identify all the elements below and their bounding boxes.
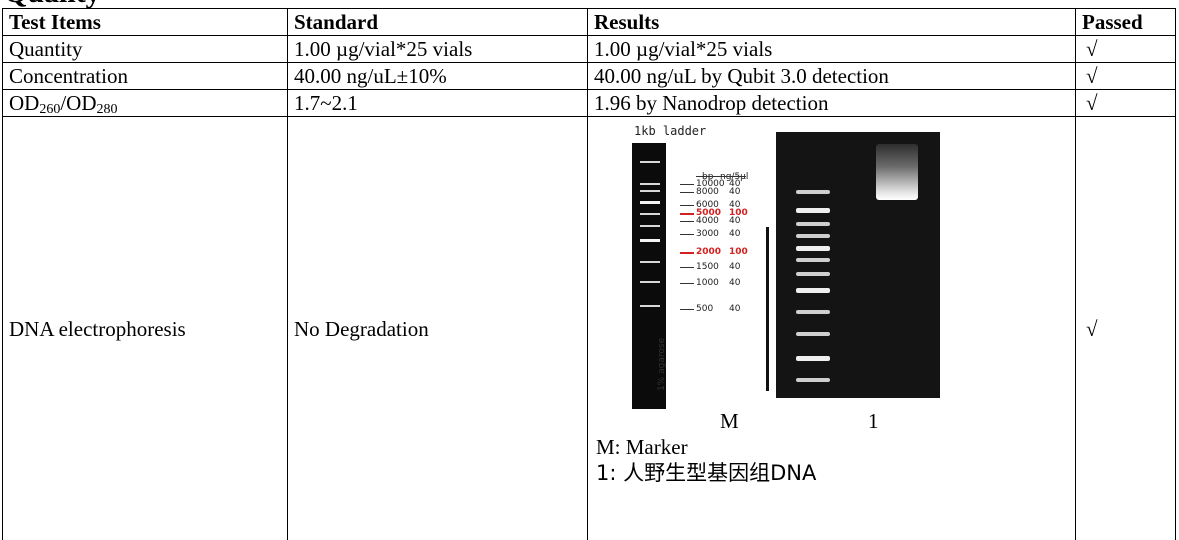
ladder-tick <box>680 213 694 215</box>
passed-check: √ <box>1076 117 1176 540</box>
ladder-bp-label: 3000 <box>696 229 719 239</box>
item-cell: OD260/OD280 <box>3 90 288 117</box>
ladder-band <box>640 183 660 185</box>
marker-lane-band <box>796 378 830 382</box>
table-row-quantity: Quantity 1.00 µg/vial*25 vials 1.00 µg/v… <box>3 36 1176 63</box>
header-results: Results <box>588 9 1076 36</box>
ladder-band <box>640 261 660 263</box>
standard-cell: 1.7~2.1 <box>288 90 588 117</box>
ladder-bp-label: 500 <box>696 304 713 314</box>
section-heading-fragment: Quality <box>4 0 101 8</box>
sample-gel-image <box>776 132 940 398</box>
marker-lane-band <box>796 246 830 251</box>
item-cell: Concentration <box>3 63 288 90</box>
ladder-tick <box>680 192 694 193</box>
ladder-ng-label: 40 <box>729 304 740 314</box>
marker-lane-band <box>796 234 830 238</box>
ladder-header-line <box>696 176 746 177</box>
marker-lane-band <box>796 332 830 336</box>
ladder-band <box>640 305 660 307</box>
ladder-ng-label: 40 <box>729 262 740 272</box>
table-header-row: Test Items Standard Results Passed <box>3 9 1176 36</box>
ladder-tick <box>680 252 694 254</box>
ladder-ng-label: 100 <box>729 247 748 257</box>
ladder-bp-label: 1500 <box>696 262 719 272</box>
standard-cell: 1.00 µg/vial*25 vials <box>288 36 588 63</box>
marker-lane-band <box>796 288 830 293</box>
ladder-band <box>640 190 660 192</box>
ladder-bp-label: 8000 <box>696 187 719 197</box>
result-cell: 1.00 µg/vial*25 vials <box>588 36 1076 63</box>
ladder-gel-image: 1% agarose <box>632 143 666 409</box>
marker-lane-band <box>796 258 830 262</box>
table-row-electrophoresis: DNA electrophoresis No Degradation 1kb l… <box>3 117 1176 540</box>
legend-sample: 1: 人野生型基因组DNA <box>596 461 816 485</box>
ladder-tick <box>680 205 694 206</box>
legend-marker: M: Marker <box>596 435 688 459</box>
genomic-dna-band <box>876 144 918 200</box>
header-passed: Passed <box>1076 9 1176 36</box>
ladder-ng-label: 40 <box>729 278 740 288</box>
ladder-band <box>640 239 660 242</box>
od-sub-280: 280 <box>97 102 118 117</box>
lane-label-sample: 1 <box>868 409 879 433</box>
ladder-ng-label: 40 <box>729 187 740 197</box>
ladder-tick <box>680 221 694 222</box>
od-slash-label: /OD <box>60 91 96 115</box>
ladder-band <box>640 201 660 204</box>
ladder-bp-label: 2000 <box>696 247 721 257</box>
marker-lane-band <box>796 272 830 276</box>
gel-electrophoresis-figure: 1kb ladder 1% agarose bp ng/5µl M 1 M: M… <box>592 117 1032 540</box>
ladder-band <box>640 213 660 215</box>
result-cell: 1kb ladder 1% agarose bp ng/5µl M 1 M: M… <box>588 117 1076 540</box>
od-label: OD <box>9 91 39 115</box>
passed-check: √ <box>1076 63 1176 90</box>
header-test-items: Test Items <box>3 9 288 36</box>
table-row-od-ratio: OD260/OD280 1.7~2.1 1.96 by Nanodrop det… <box>3 90 1176 117</box>
ladder-ng-label: 40 <box>729 216 740 226</box>
passed-check: √ <box>1076 36 1176 63</box>
ladder-bp-label: 1000 <box>696 278 719 288</box>
table-row-concentration: Concentration 40.00 ng/uL±10% 40.00 ng/u… <box>3 63 1176 90</box>
ladder-tick <box>680 267 694 268</box>
result-cell: 40.00 ng/uL by Qubit 3.0 detection <box>588 63 1076 90</box>
marker-lane-band <box>796 222 830 226</box>
ladder-tick <box>680 309 694 310</box>
item-cell: DNA electrophoresis <box>3 117 288 540</box>
ladder-band <box>640 161 660 163</box>
item-cell: Quantity <box>3 36 288 63</box>
standard-cell: 40.00 ng/uL±10% <box>288 63 588 90</box>
ladder-bp-label: 4000 <box>696 216 719 226</box>
od-sub-260: 260 <box>39 102 60 117</box>
marker-lane-band <box>796 208 830 213</box>
marker-lane-band <box>796 310 830 314</box>
scale-bar <box>766 227 769 391</box>
lane-label-marker: M <box>720 409 739 433</box>
ladder-tick <box>680 234 694 235</box>
header-standard: Standard <box>288 9 588 36</box>
quality-control-table: Test Items Standard Results Passed Quant… <box>2 8 1176 540</box>
marker-lane-band <box>796 356 830 361</box>
ladder-ng-label: 40 <box>729 229 740 239</box>
result-cell: 1.96 by Nanodrop detection <box>588 90 1076 117</box>
ladder-band <box>640 225 660 227</box>
ladder-title: 1kb ladder <box>634 119 706 143</box>
standard-cell: No Degradation <box>288 117 588 540</box>
ladder-tick <box>680 184 694 185</box>
agarose-label: 1% agarose <box>650 338 674 391</box>
ladder-tick <box>680 283 694 284</box>
marker-lane-band <box>796 190 830 194</box>
ladder-band <box>640 281 660 283</box>
passed-check: √ <box>1076 90 1176 117</box>
